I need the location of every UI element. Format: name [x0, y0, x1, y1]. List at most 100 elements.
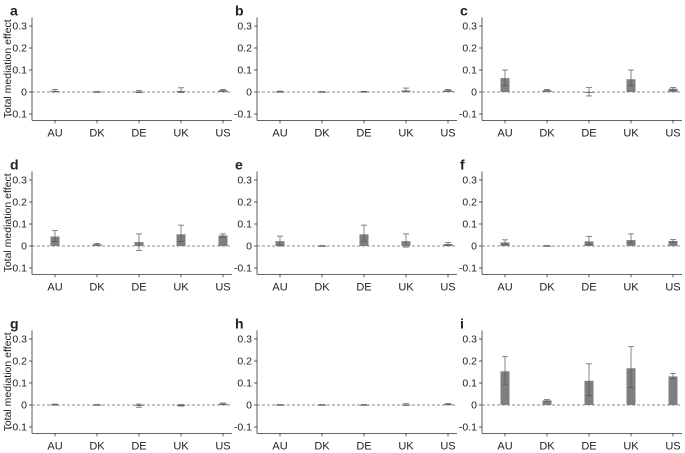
y-tick-label-i-0: 0.3 [462, 334, 477, 346]
y-tick-label-a-3: 0 [21, 87, 27, 99]
x-tick-label-a-de: DE [131, 127, 146, 139]
x-tick-label-b-de: DE [356, 127, 371, 139]
x-tick-label-d-dk: DK [89, 281, 105, 293]
x-tick-label-f-uk: UK [623, 281, 639, 293]
x-tick-label-a-us: US [215, 127, 230, 139]
y-tick-label-b-4: -0.1 [234, 109, 252, 121]
y-tick-label-c-0: 0.3 [462, 21, 477, 33]
x-tick-label-h-dk: DK [314, 440, 330, 452]
y-tick-label-a-2: 0.1 [12, 65, 27, 77]
x-tick-label-h-de: DE [356, 440, 371, 452]
x-tick-label-f-us: US [665, 281, 680, 293]
x-tick-label-d-uk: UK [173, 281, 189, 293]
y-tick-label-f-1: 0.2 [462, 197, 477, 209]
y-tick-label-f-4: -0.1 [459, 263, 477, 275]
y-tick-label-b-0: 0.3 [237, 21, 252, 33]
y-tick-label-d-3: 0 [21, 241, 27, 253]
panel-b: b 0.3 0.2 0.1 0 -0.1 AU DK DE UK US [234, 2, 457, 139]
y-tick-label-b-2: 0.1 [237, 65, 252, 77]
x-tick-label-e-uk: UK [398, 281, 414, 293]
y-tick-label-g-4: -0.1 [9, 422, 27, 434]
x-tick-label-e-dk: DK [314, 281, 330, 293]
y-tick-label-e-0: 0.3 [237, 175, 252, 187]
x-tick-label-e-au: AU [272, 281, 287, 293]
x-tick-label-h-au: AU [272, 440, 287, 452]
bar-i-au [500, 371, 510, 405]
y-tick-label-h-4: -0.1 [234, 422, 252, 434]
y-tick-label-c-2: 0.1 [462, 65, 477, 77]
x-tick-label-b-uk: UK [398, 127, 414, 139]
x-tick-label-d-au: AU [47, 281, 62, 293]
x-tick-label-c-dk: DK [539, 127, 555, 139]
x-tick-label-h-us: US [440, 440, 455, 452]
x-tick-label-a-au: AU [47, 127, 62, 139]
panel-letter-d: d [10, 156, 19, 172]
x-tick-label-f-dk: DK [539, 281, 555, 293]
x-tick-label-h-uk: UK [398, 440, 414, 452]
panel-letter-f: f [460, 156, 465, 172]
panel-letter-b: b [235, 2, 244, 18]
panel-letter-g: g [10, 315, 19, 331]
x-tick-label-g-uk: UK [173, 440, 189, 452]
panel-letter-c: c [460, 2, 468, 18]
y-tick-label-h-0: 0.3 [237, 334, 252, 346]
panel-i: i 0.3 0.2 0.1 0 -0.1 AU DK DE UK US [459, 315, 682, 452]
y-axis-label-g: Total mediation effect [2, 332, 14, 431]
y-tick-label-i-2: 0.1 [462, 378, 477, 390]
x-tick-label-d-us: US [215, 281, 230, 293]
y-tick-label-a-4: -0.1 [9, 109, 27, 121]
y-tick-label-h-2: 0.1 [237, 378, 252, 390]
x-tick-label-i-us: US [665, 440, 680, 452]
x-tick-label-c-us: US [665, 127, 680, 139]
x-tick-label-i-dk: DK [539, 440, 555, 452]
x-tick-label-i-uk: UK [623, 440, 639, 452]
y-tick-label-b-3: 0 [246, 87, 252, 99]
x-tick-label-a-dk: DK [89, 127, 105, 139]
x-tick-label-c-uk: UK [623, 127, 639, 139]
x-tick-label-e-de: DE [356, 281, 371, 293]
y-axis-label-a: Total mediation effect [2, 19, 14, 118]
y-tick-label-e-3: 0 [246, 241, 252, 253]
panel-letter-i: i [460, 315, 464, 331]
x-tick-label-b-au: AU [272, 127, 287, 139]
x-tick-label-f-au: AU [497, 281, 512, 293]
y-tick-label-g-3: 0 [21, 400, 27, 412]
x-tick-label-d-de: DE [131, 281, 146, 293]
y-tick-label-c-1: 0.2 [462, 43, 477, 55]
y-tick-label-d-2: 0.1 [12, 219, 27, 231]
bar-f-us [668, 240, 678, 246]
y-tick-label-g-2: 0.1 [12, 378, 27, 390]
y-tick-label-g-0: 0.3 [12, 334, 27, 346]
y-tick-label-i-3: 0 [471, 400, 477, 412]
x-tick-label-g-au: AU [47, 440, 62, 452]
x-tick-label-c-au: AU [497, 127, 512, 139]
panel-f: f 0.3 0.2 0.1 0 -0.1 AU DK DE UK US [459, 156, 682, 293]
x-tick-label-i-au: AU [497, 440, 512, 452]
y-tick-label-a-0: 0.3 [12, 21, 27, 33]
panel-h: h 0.3 0.2 0.1 0 -0.1 AU DK DE UK US [234, 315, 457, 452]
y-tick-label-c-4: -0.1 [459, 109, 477, 121]
panel-letter-h: h [235, 315, 244, 331]
y-tick-label-e-1: 0.2 [237, 197, 252, 209]
y-tick-label-a-1: 0.2 [12, 43, 27, 55]
x-tick-label-g-de: DE [131, 440, 146, 452]
panel-c: c 0.3 0.2 0.1 0 -0.1 AU DK DE UK US [459, 2, 682, 139]
x-tick-label-e-us: US [440, 281, 455, 293]
panel-e: e 0.3 0.2 0.1 0 -0.1 AU DK DE UK US [234, 156, 457, 293]
x-tick-label-i-de: DE [581, 440, 596, 452]
y-tick-label-i-4: -0.1 [459, 422, 477, 434]
x-tick-label-a-uk: UK [173, 127, 189, 139]
y-tick-label-f-3: 0 [471, 241, 477, 253]
y-tick-label-d-1: 0.2 [12, 197, 27, 209]
y-tick-label-b-1: 0.2 [237, 43, 252, 55]
bar-i-dk [542, 400, 552, 405]
y-tick-label-c-3: 0 [471, 87, 477, 99]
y-tick-label-e-4: -0.1 [234, 263, 252, 275]
y-tick-label-i-1: 0.2 [462, 356, 477, 368]
y-tick-label-h-3: 0 [246, 400, 252, 412]
bar-d-us [218, 235, 228, 246]
